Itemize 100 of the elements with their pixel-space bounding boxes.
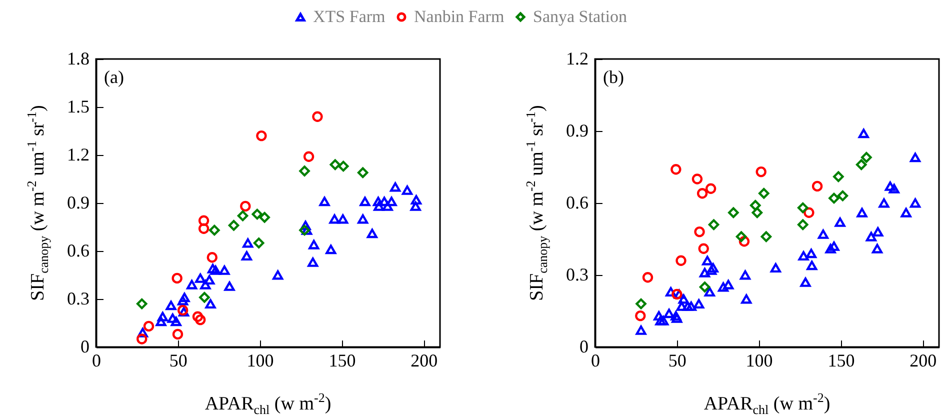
point: [360, 196, 370, 206]
point: [338, 214, 348, 224]
point: [228, 220, 240, 231]
point: [872, 244, 883, 254]
point: [186, 280, 198, 290]
point: [300, 220, 311, 230]
point: [702, 256, 713, 266]
point: [390, 182, 401, 192]
point: [170, 316, 182, 326]
point: [670, 164, 682, 175]
point: [718, 282, 729, 292]
point: [797, 202, 808, 214]
point: [179, 292, 190, 302]
point: [195, 273, 206, 283]
point: [210, 265, 221, 275]
point: [172, 272, 182, 284]
point: [209, 224, 220, 236]
point: [402, 185, 413, 195]
point: [204, 275, 215, 285]
point: [198, 215, 210, 226]
point: [241, 251, 252, 261]
point: [678, 294, 689, 304]
point: [195, 314, 206, 326]
point: [738, 236, 750, 247]
point: [770, 263, 781, 273]
point: [137, 328, 148, 338]
legend-label: Nanbin Farm: [414, 6, 504, 26]
point: [303, 151, 314, 162]
x-tick-label: 50: [169, 350, 188, 370]
point: [636, 325, 646, 335]
point: [178, 296, 188, 306]
x-tick-label: 200: [410, 350, 438, 370]
point: [308, 240, 320, 250]
chart-title: (b): [603, 67, 624, 87]
point: [252, 208, 263, 220]
point: [872, 227, 884, 237]
point: [654, 311, 664, 321]
point: [834, 217, 846, 227]
point: [741, 294, 752, 304]
point: [750, 200, 761, 211]
y-tick-label: 0.6: [566, 192, 588, 212]
point: [696, 188, 708, 199]
point: [728, 207, 739, 218]
point: [756, 166, 766, 178]
point: [686, 301, 696, 311]
point: [705, 183, 716, 194]
point: [676, 255, 686, 266]
point: [199, 292, 210, 303]
point: [636, 298, 646, 310]
point: [806, 260, 818, 270]
point: [752, 207, 763, 218]
point: [308, 257, 318, 267]
point: [888, 184, 900, 194]
point: [910, 152, 921, 162]
point: [825, 244, 836, 254]
point: [884, 181, 896, 191]
point: [664, 308, 674, 318]
point: [253, 238, 264, 248]
y-tick-label: 0: [80, 336, 90, 356]
point: [723, 280, 734, 290]
point: [242, 238, 254, 248]
point: [259, 212, 270, 223]
point: [856, 159, 867, 170]
x-tick-label: 150: [828, 350, 855, 370]
point: [818, 229, 828, 239]
y-tick-label: 1.2: [566, 48, 588, 68]
point: [798, 251, 809, 261]
point: [797, 219, 808, 230]
point: [198, 223, 210, 234]
point: [200, 280, 211, 290]
point: [635, 310, 646, 322]
point: [172, 328, 184, 340]
point: [357, 167, 368, 178]
point: [372, 196, 384, 206]
y-tick-label: 0.3: [67, 288, 90, 308]
point: [319, 196, 330, 206]
y-tick-label: 0.9: [566, 120, 588, 140]
point: [910, 198, 921, 208]
x-tick-label: 200: [910, 350, 937, 370]
point: [708, 219, 720, 230]
point: [386, 196, 397, 206]
point: [900, 208, 912, 218]
point: [699, 268, 710, 278]
point: [382, 201, 393, 211]
point: [166, 300, 176, 310]
point: [157, 312, 168, 322]
point: [676, 301, 687, 311]
point: [837, 190, 848, 202]
point: [329, 214, 340, 224]
y-tick-label: 1.5: [67, 96, 90, 116]
point: [205, 299, 216, 309]
point: [136, 334, 148, 344]
point: [704, 287, 715, 297]
point: [866, 232, 876, 242]
point: [692, 174, 703, 184]
point: [804, 207, 814, 218]
point: [833, 171, 844, 182]
point: [143, 320, 154, 332]
y-tick-label: 1.8: [67, 48, 90, 68]
legend-label: XTS Farm: [313, 7, 386, 26]
